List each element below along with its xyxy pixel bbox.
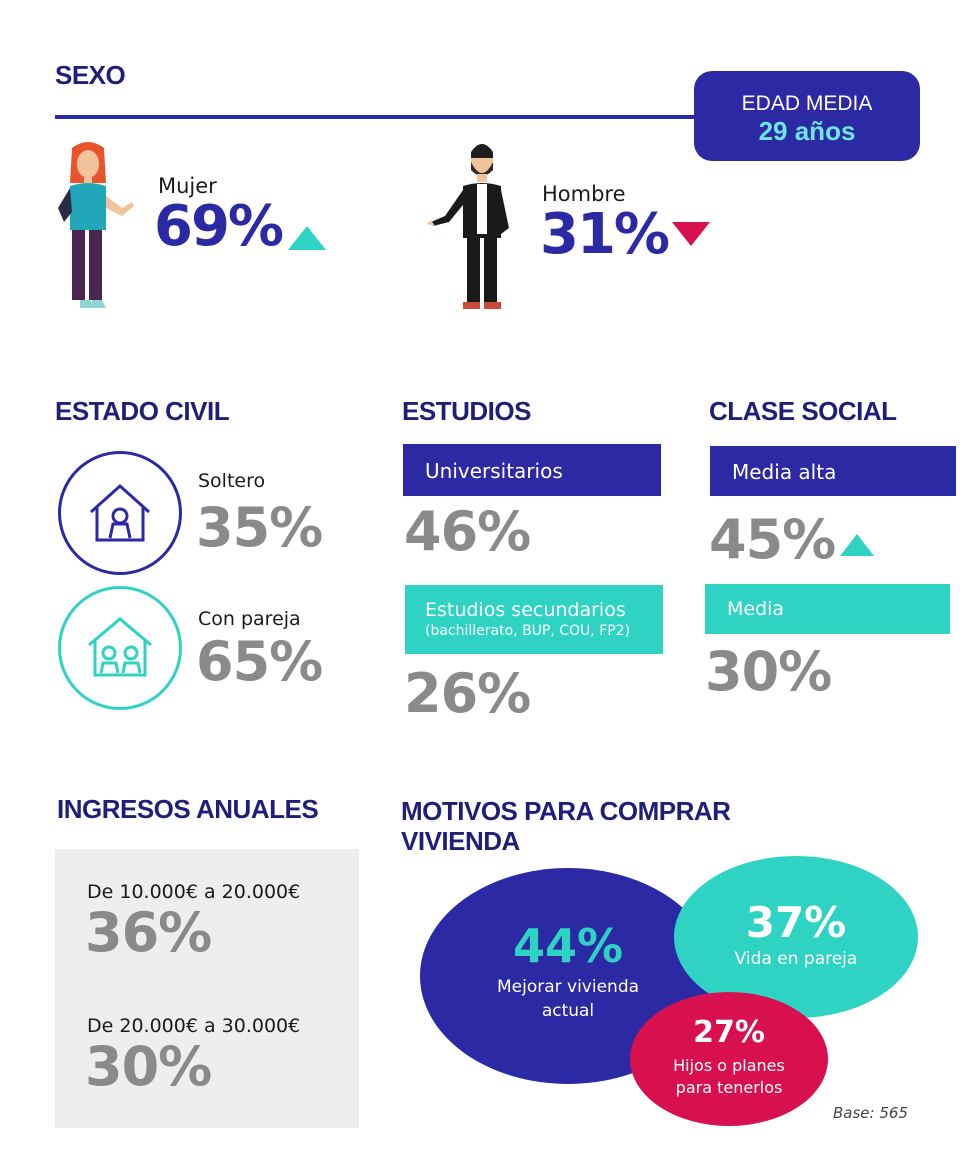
con-pareja-icon xyxy=(58,586,182,710)
motivos-title-line1: MOTIVOS PARA COMPRAR xyxy=(401,796,731,826)
ingresos-title: INGRESOS ANUALES xyxy=(57,794,319,824)
con-pareja-value: 65% xyxy=(196,630,323,693)
media-label: Media xyxy=(727,598,785,620)
ingresos-2-value: 30% xyxy=(85,1035,212,1098)
ingresos-2-label: De 20.000€ a 30.000€ xyxy=(87,1015,301,1037)
media-alta-bar: Media alta xyxy=(710,446,956,496)
soltero-value: 35% xyxy=(196,496,323,559)
hombre-value: 31% xyxy=(540,202,670,267)
down-triangle-icon xyxy=(672,222,710,246)
clase-social-title: CLASE SOCIAL xyxy=(709,396,897,426)
up-triangle-icon xyxy=(288,226,326,250)
edad-media-label: EDAD MEDIA xyxy=(741,92,873,115)
secundarios-sublabel: (bachillerato, BUP, COU, FP2) xyxy=(425,623,631,639)
hombre-label: Hombre xyxy=(542,182,626,206)
bubble-hijos: 27% Hijos o planes para tenerlos xyxy=(630,992,828,1126)
secundarios-label: Estudios secundarios xyxy=(425,599,626,621)
motivos-title-line2: VIVIENDA xyxy=(401,826,520,856)
mejorar-vivienda-label-1: Mejorar vivienda xyxy=(496,977,640,997)
universitarios-label: Universitarios xyxy=(425,459,563,483)
media-alta-label: Media alta xyxy=(732,460,837,484)
vida-en-pareja-label: Vida en pareja xyxy=(734,948,858,969)
ingresos-1-value: 36% xyxy=(85,901,212,964)
soltero-icon xyxy=(58,451,182,575)
hijos-label-2: para tenerlos xyxy=(675,1078,783,1097)
ingresos-1-label: De 10.000€ a 20.000€ xyxy=(87,881,301,903)
ingresos-panel: De 10.000€ a 20.000€ 36% De 20.000€ a 30… xyxy=(55,849,359,1128)
media-value: 30% xyxy=(705,640,832,703)
bubble-mejorar-vivienda: 44% Mejorar vivienda actual xyxy=(420,868,716,1084)
mejorar-vivienda-value: 44% xyxy=(512,919,624,973)
sexo-title: SEXO xyxy=(55,60,126,90)
motivos-title: MOTIVOS PARA COMPRAR VIVIENDA xyxy=(401,796,731,856)
woman-figure xyxy=(58,142,134,308)
secundarios-value: 26% xyxy=(404,662,531,725)
edad-media-badge: EDAD MEDIA 29 años xyxy=(694,71,920,161)
edad-media-value: 29 años xyxy=(758,116,856,146)
secundarios-bar: Estudios secundarios (bachillerato, BUP,… xyxy=(405,585,663,654)
bubble-vida-en-pareja: 37% Vida en pareja xyxy=(674,856,918,1018)
universitarios-value: 46% xyxy=(404,500,531,563)
mejorar-vivienda-label-2: actual xyxy=(541,1001,595,1021)
man-figure xyxy=(427,144,509,309)
sexo-divider xyxy=(55,115,705,119)
estado-civil-title: ESTADO CIVIL xyxy=(55,396,230,426)
media-alta-value: 45% xyxy=(709,508,836,571)
soltero-label: Soltero xyxy=(198,470,266,492)
mujer-label: Mujer xyxy=(158,174,217,198)
vida-en-pareja-value: 37% xyxy=(745,897,847,947)
estudios-title: ESTUDIOS xyxy=(402,396,531,426)
universitarios-bar: Universitarios xyxy=(403,444,661,496)
hijos-value: 27% xyxy=(693,1015,765,1050)
media-alta-up-triangle-icon xyxy=(840,534,874,556)
base-note: Base: 565 xyxy=(833,1104,908,1122)
hijos-label-1: Hijos o planes xyxy=(673,1056,785,1075)
media-bar: Media xyxy=(705,584,950,634)
con-pareja-label: Con pareja xyxy=(198,608,301,630)
mujer-value: 69% xyxy=(154,194,284,259)
